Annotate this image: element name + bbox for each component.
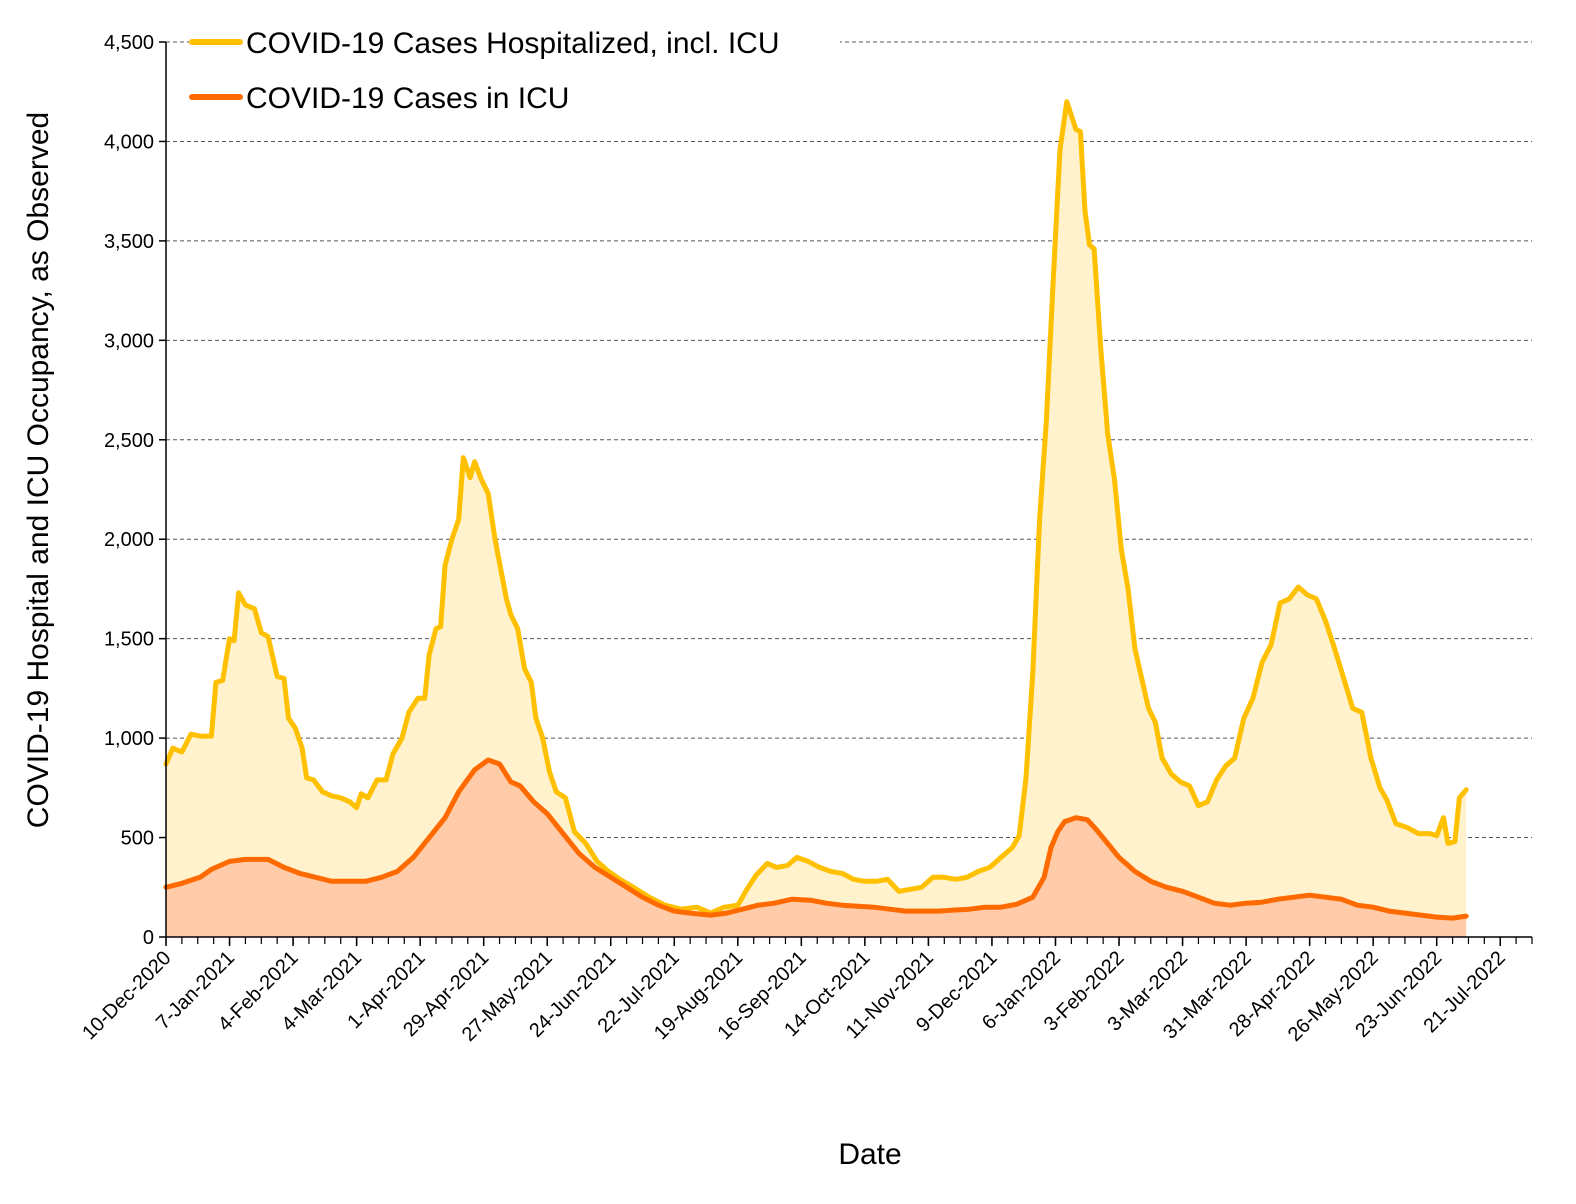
series-line-2	[163, 757, 1469, 921]
legend-label-1: COVID-19 Cases Hospitalized, incl. ICU	[246, 27, 780, 60]
y-tick-label: 1,500	[104, 629, 154, 651]
series-areas	[166, 101, 1467, 937]
y-tick-label: 2,500	[104, 430, 154, 452]
y-tick-label: 0	[143, 927, 154, 949]
legend-label-2: COVID-19 Cases in ICU	[246, 82, 569, 115]
y-tick-label: 500	[121, 828, 154, 850]
legend: COVID-19 Cases Hospitalized, incl. ICU CO…	[189, 24, 840, 117]
series-lines	[163, 99, 1469, 921]
series-area-1	[166, 101, 1467, 937]
y-tick-label: 3,500	[104, 231, 154, 253]
y-tick-label: 4,500	[104, 32, 154, 54]
legend-background	[190, 24, 840, 62]
x-tick-label: 10-Dec-2020	[78, 947, 175, 1044]
y-tick-label: 2,000	[104, 529, 154, 551]
series-line-1	[163, 99, 1469, 916]
y-tick-label: 3,000	[104, 330, 154, 352]
series-area-2	[166, 760, 1467, 937]
y-tick-label: 1,000	[104, 728, 154, 750]
y-tick-label: 4,000	[104, 131, 154, 153]
x-axis-title: Date	[838, 1138, 901, 1171]
y-axis-title: COVID-19 Hospital and ICU Occupancy, as …	[22, 112, 55, 828]
legend-background	[190, 79, 840, 117]
